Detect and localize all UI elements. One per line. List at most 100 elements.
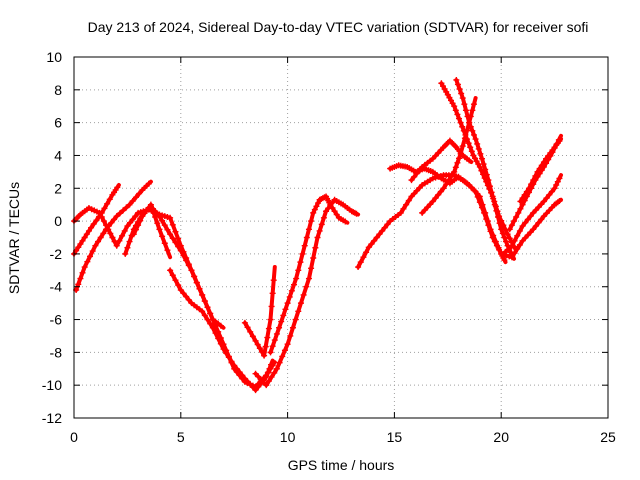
plus-marker <box>532 223 539 230</box>
x-axis-ticks: 0 5 10 15 20 25 <box>70 57 616 445</box>
plus-marker <box>281 347 288 354</box>
plus-marker <box>113 213 120 220</box>
plus-marker <box>279 353 286 360</box>
plus-marker <box>169 221 176 228</box>
plus-marker <box>233 365 240 372</box>
plus-marker <box>429 198 436 205</box>
plus-marker <box>147 201 154 208</box>
plus-marker <box>470 101 477 108</box>
plus-marker <box>508 242 515 249</box>
plus-marker <box>267 349 274 356</box>
plus-marker <box>262 343 269 350</box>
plus-marker <box>506 226 513 233</box>
plus-marker <box>443 181 450 188</box>
plus-marker <box>405 197 412 204</box>
plus-marker <box>185 296 192 303</box>
plus-marker <box>289 324 296 331</box>
plus-marker <box>83 231 90 238</box>
plus-marker <box>456 115 463 122</box>
series-markers <box>252 196 360 389</box>
plus-marker <box>180 252 187 259</box>
plus-marker <box>145 180 152 187</box>
plus-marker <box>225 354 232 361</box>
plus-marker <box>540 159 547 166</box>
plus-marker <box>152 213 159 220</box>
x-tick-label: 10 <box>280 429 296 445</box>
plus-marker <box>266 365 273 372</box>
plus-marker <box>493 242 500 249</box>
plus-marker <box>299 250 306 257</box>
plus-marker <box>263 382 270 389</box>
plus-marker <box>532 172 539 179</box>
plus-marker <box>523 188 530 195</box>
plus-marker <box>376 231 383 238</box>
plus-marker <box>503 238 510 245</box>
plus-marker <box>480 161 487 168</box>
plus-marker <box>132 226 139 233</box>
plus-marker <box>459 143 466 150</box>
plus-marker <box>77 241 84 248</box>
plus-marker <box>106 196 113 203</box>
plus-marker <box>452 107 459 114</box>
plus-marker <box>105 223 112 230</box>
plus-marker <box>252 387 259 394</box>
plus-marker <box>486 183 493 190</box>
plus-marker <box>292 316 299 323</box>
plus-marker <box>451 168 458 175</box>
plus-marker <box>462 107 469 114</box>
plus-marker <box>416 167 423 174</box>
plus-marker <box>175 243 182 250</box>
plus-marker <box>295 267 302 274</box>
plus-marker <box>483 171 490 178</box>
plus-marker <box>381 224 388 231</box>
plus-marker <box>514 232 521 239</box>
plus-marker <box>196 285 203 292</box>
plus-marker <box>524 216 531 223</box>
plus-marker <box>467 123 474 130</box>
plus-marker <box>286 293 293 300</box>
plus-marker <box>270 277 277 284</box>
plus-marker <box>556 138 563 145</box>
plus-marker <box>96 213 103 220</box>
plus-marker <box>474 140 481 147</box>
plus-marker <box>308 218 315 225</box>
plus-marker <box>546 191 553 198</box>
plus-marker <box>516 241 523 248</box>
plus-marker <box>373 234 380 241</box>
plus-marker <box>124 244 131 251</box>
y-tick-label: -6 <box>50 312 63 328</box>
plus-marker <box>483 216 490 223</box>
series-markers <box>267 193 349 356</box>
plus-marker <box>113 242 120 249</box>
plus-marker <box>177 287 184 294</box>
plus-marker <box>530 177 537 184</box>
plus-marker <box>548 188 555 195</box>
plus-marker <box>87 253 94 260</box>
y-tick-label: 0 <box>54 213 62 229</box>
plus-marker <box>509 252 516 259</box>
plus-marker <box>111 216 118 223</box>
plus-marker <box>193 279 200 286</box>
plus-marker <box>252 337 259 344</box>
plus-marker <box>93 217 100 224</box>
plus-marker <box>231 362 238 369</box>
plus-marker <box>103 226 110 233</box>
series-markers <box>419 101 477 216</box>
plus-marker <box>127 219 134 226</box>
series-markers <box>517 138 563 205</box>
plus-marker <box>360 254 367 261</box>
plus-marker <box>453 76 460 83</box>
plus-marker <box>365 244 372 251</box>
plus-marker <box>167 267 174 274</box>
plus-marker <box>519 201 526 208</box>
plus-marker <box>513 213 520 220</box>
plus-marker <box>466 157 473 164</box>
plus-marker <box>123 204 130 211</box>
plus-marker <box>411 173 418 180</box>
plus-marker <box>161 222 168 229</box>
plus-marker <box>188 267 195 274</box>
plus-marker <box>175 282 182 289</box>
plus-marker <box>300 291 307 298</box>
plus-marker <box>487 228 494 235</box>
